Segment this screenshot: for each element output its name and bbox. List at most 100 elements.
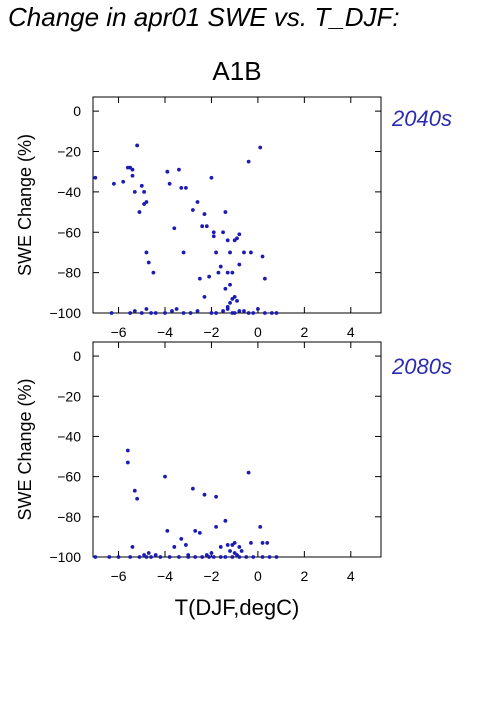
data-point (235, 298, 239, 303)
data-point (239, 549, 244, 553)
data-point (137, 210, 142, 214)
data-point (181, 311, 186, 315)
data-point (225, 270, 230, 275)
data-point (249, 541, 253, 545)
data-point (107, 555, 112, 559)
data-point (230, 296, 235, 301)
data-point (246, 159, 251, 164)
data-point (221, 309, 225, 313)
data-point (260, 541, 265, 545)
data-point (200, 555, 205, 559)
y-tick-label: −100 (49, 305, 81, 321)
data-point (132, 488, 137, 493)
data-point (211, 230, 216, 235)
y-tick-label: −80 (57, 265, 81, 281)
data-point (235, 236, 239, 241)
data-point (109, 311, 114, 315)
data-point (223, 210, 228, 214)
data-point (232, 551, 237, 555)
x-tick-label: 4 (347, 568, 355, 584)
plot-frame (92, 341, 382, 558)
data-point (214, 311, 218, 315)
data-point (237, 555, 242, 559)
chart-title: Change in apr01 SWE vs. T_DJF: (8, 2, 400, 32)
data-point (274, 311, 279, 315)
data-point (267, 555, 272, 559)
data-point (228, 250, 232, 255)
data-point (209, 311, 214, 315)
y-tick-label: −60 (57, 469, 81, 485)
data-point (125, 460, 130, 465)
data-point (204, 553, 209, 557)
data-point (246, 470, 251, 475)
data-point (218, 545, 223, 549)
data-point (242, 250, 246, 255)
data-point (214, 494, 218, 499)
data-point (225, 543, 230, 547)
y-tick-label: −40 (57, 428, 81, 444)
data-point (230, 555, 235, 559)
data-point (246, 311, 251, 315)
data-point (204, 224, 209, 229)
data-point (258, 524, 263, 529)
data-point (232, 311, 237, 315)
data-point (142, 189, 146, 194)
data-point (216, 270, 221, 275)
x-tick-label: −2 (203, 568, 219, 584)
data-point (181, 250, 186, 255)
data-point (262, 276, 267, 281)
data-point (116, 555, 121, 559)
data-point (130, 545, 135, 549)
data-point (163, 474, 167, 479)
data-point (223, 286, 228, 291)
x-tick-label: −4 (157, 324, 173, 340)
data-point (230, 270, 235, 275)
data-point (237, 309, 242, 313)
data-point (93, 555, 98, 559)
x-tick-label: 4 (347, 324, 355, 340)
period-label-2080s: 2080s (392, 354, 452, 379)
data-point (163, 311, 167, 315)
data-point (139, 183, 144, 188)
data-point (211, 234, 216, 239)
data-point (251, 311, 256, 315)
data-point (195, 200, 200, 204)
data-point (197, 530, 202, 535)
data-point (237, 232, 242, 237)
y-tick-label: −80 (57, 509, 81, 525)
y-axis-label: SWE Change (%) (15, 378, 35, 520)
data-point (214, 250, 218, 255)
data-point (184, 543, 188, 547)
data-point (237, 262, 242, 267)
data-point (223, 555, 228, 559)
data-point (202, 212, 207, 216)
x-tick-label: −2 (203, 324, 219, 340)
data-point (202, 492, 207, 497)
data-point (149, 555, 153, 559)
data-point (146, 260, 151, 265)
data-point (195, 309, 200, 313)
data-point (260, 254, 265, 259)
data-point (218, 555, 223, 559)
x-tick-label: 0 (254, 324, 262, 340)
data-point (209, 551, 214, 555)
data-point (139, 311, 144, 315)
data-point (190, 208, 195, 212)
data-point (223, 518, 228, 523)
data-point (130, 167, 135, 172)
data-point (153, 311, 158, 315)
data-point (242, 309, 246, 313)
data-point (112, 181, 116, 186)
data-point (232, 541, 237, 545)
data-point (172, 226, 177, 231)
data-point (228, 301, 232, 305)
data-point (186, 555, 191, 559)
data-point (132, 309, 137, 313)
data-point (172, 545, 177, 549)
data-point (121, 179, 126, 184)
y-tick-label: −20 (57, 388, 81, 404)
data-point (190, 486, 195, 491)
data-point (211, 555, 216, 559)
data-point (170, 309, 174, 313)
data-point (265, 541, 270, 545)
